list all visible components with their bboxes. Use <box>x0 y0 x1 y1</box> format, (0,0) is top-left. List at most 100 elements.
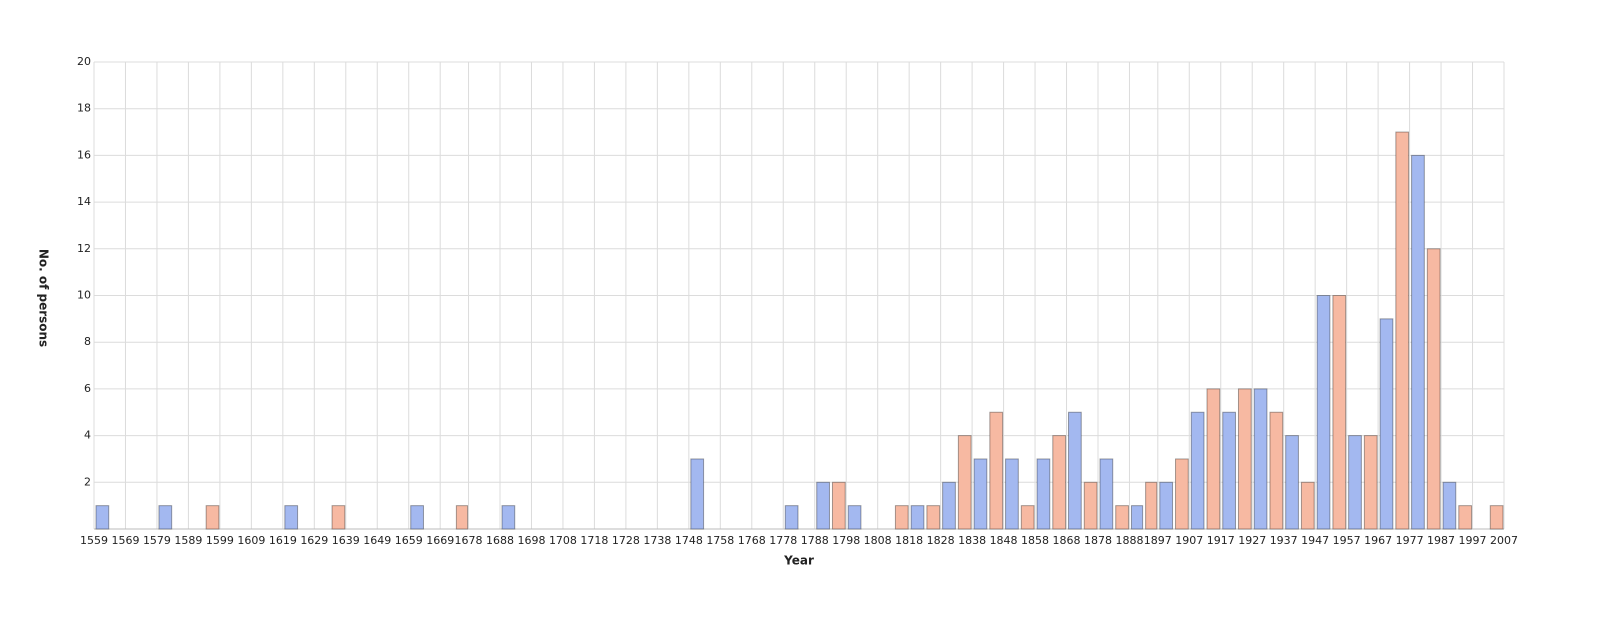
bar <box>1020 505 1035 530</box>
x-tick-label: 1639 <box>332 534 360 547</box>
x-tick-label: 1927 <box>1238 534 1266 547</box>
bar <box>205 505 220 530</box>
x-tick-label: 1917 <box>1207 534 1235 547</box>
x-tick-label: 1937 <box>1270 534 1298 547</box>
bar <box>1363 435 1378 530</box>
x-tick-label: 1878 <box>1084 534 1112 547</box>
x-tick-label: 1868 <box>1053 534 1081 547</box>
x-axis-title: Year <box>783 554 814 568</box>
x-tick-label: 1768 <box>738 534 766 547</box>
bar <box>331 505 346 530</box>
bar <box>973 458 988 530</box>
bar <box>1489 505 1504 530</box>
bar <box>1379 318 1394 530</box>
y-tick-label: 4 <box>84 429 91 442</box>
x-tick-label: 1748 <box>675 534 703 547</box>
bar <box>989 411 1004 530</box>
x-tick-label: 1828 <box>927 534 955 547</box>
x-tick-label: 1977 <box>1396 534 1424 547</box>
bar <box>894 505 909 530</box>
bar <box>1426 248 1441 530</box>
x-tick-label: 1619 <box>269 534 297 547</box>
y-tick-label: 6 <box>84 382 91 395</box>
bar <box>1175 458 1189 530</box>
bar <box>1269 411 1284 530</box>
bar <box>501 505 516 530</box>
bar <box>1300 481 1315 530</box>
y-tick-label: 16 <box>77 148 91 161</box>
bar <box>784 505 799 530</box>
bar <box>1145 481 1158 530</box>
x-tick-label: 1848 <box>990 534 1018 547</box>
x-tick-label: 1788 <box>801 534 829 547</box>
x-tick-label: 1967 <box>1364 534 1392 547</box>
bar <box>1395 131 1410 530</box>
bar <box>1130 505 1144 530</box>
x-tick-label: 2007 <box>1490 534 1518 547</box>
x-tick-label: 1987 <box>1427 534 1455 547</box>
x-tick-label: 1599 <box>206 534 234 547</box>
bar <box>1222 411 1236 530</box>
y-tick-label: 10 <box>77 289 91 302</box>
y-tick-label: 14 <box>77 195 91 208</box>
bar <box>1036 458 1051 530</box>
x-tick-label: 1778 <box>769 534 797 547</box>
x-tick-label: 1947 <box>1301 534 1329 547</box>
bar <box>1068 411 1082 530</box>
x-tick-label: 1798 <box>832 534 860 547</box>
bar <box>1348 435 1362 530</box>
x-tick-label: 1669 <box>426 534 454 547</box>
bar <box>455 505 469 530</box>
x-tick-label: 1659 <box>395 534 423 547</box>
bar <box>95 505 110 530</box>
x-tick-label: 1907 <box>1175 534 1203 547</box>
bar <box>910 505 925 530</box>
x-tick-label: 1997 <box>1459 534 1487 547</box>
x-tick-label: 1649 <box>363 534 391 547</box>
bar <box>1099 458 1114 530</box>
bar <box>1083 481 1098 530</box>
bar <box>942 481 956 530</box>
x-tick-label: 1858 <box>1021 534 1049 547</box>
x-tick-label: 1708 <box>549 534 577 547</box>
x-tick-label: 1957 <box>1333 534 1361 547</box>
x-tick-label: 1897 <box>1144 534 1172 547</box>
bar <box>957 435 972 530</box>
x-tick-label: 1678 <box>455 534 483 547</box>
x-tick-label: 1698 <box>517 534 545 547</box>
bar <box>1253 388 1268 530</box>
bar <box>1206 388 1221 530</box>
bar <box>1052 435 1067 530</box>
bar <box>284 505 299 530</box>
bar <box>1159 481 1174 530</box>
x-tick-label: 1738 <box>643 534 671 547</box>
y-tick-label: 12 <box>77 242 91 255</box>
y-tick-label: 18 <box>77 102 91 115</box>
y-tick-label: 20 <box>77 55 91 68</box>
bar <box>1411 154 1425 530</box>
y-axis-title: No. of persons <box>37 249 51 347</box>
x-tick-label: 1559 <box>80 534 108 547</box>
bar <box>1115 505 1129 530</box>
x-tick-label: 1888 <box>1115 534 1143 547</box>
x-tick-label: 1818 <box>895 534 923 547</box>
x-tick-label: 1589 <box>174 534 202 547</box>
bar <box>847 505 862 530</box>
bar <box>1237 388 1252 530</box>
bar <box>926 505 941 530</box>
bar <box>410 505 424 530</box>
bar <box>1005 458 1019 530</box>
bar <box>1316 295 1331 530</box>
x-tick-label: 1808 <box>864 534 892 547</box>
bar <box>1285 435 1299 530</box>
x-tick-label: 1579 <box>143 534 171 547</box>
bar <box>1332 295 1347 530</box>
x-tick-label: 1838 <box>958 534 986 547</box>
bar <box>1190 411 1205 530</box>
x-tick-label: 1629 <box>300 534 328 547</box>
x-tick-label: 1569 <box>111 534 139 547</box>
x-tick-label: 1688 <box>486 534 514 547</box>
bar <box>816 481 830 530</box>
y-tick-label: 8 <box>84 335 91 348</box>
